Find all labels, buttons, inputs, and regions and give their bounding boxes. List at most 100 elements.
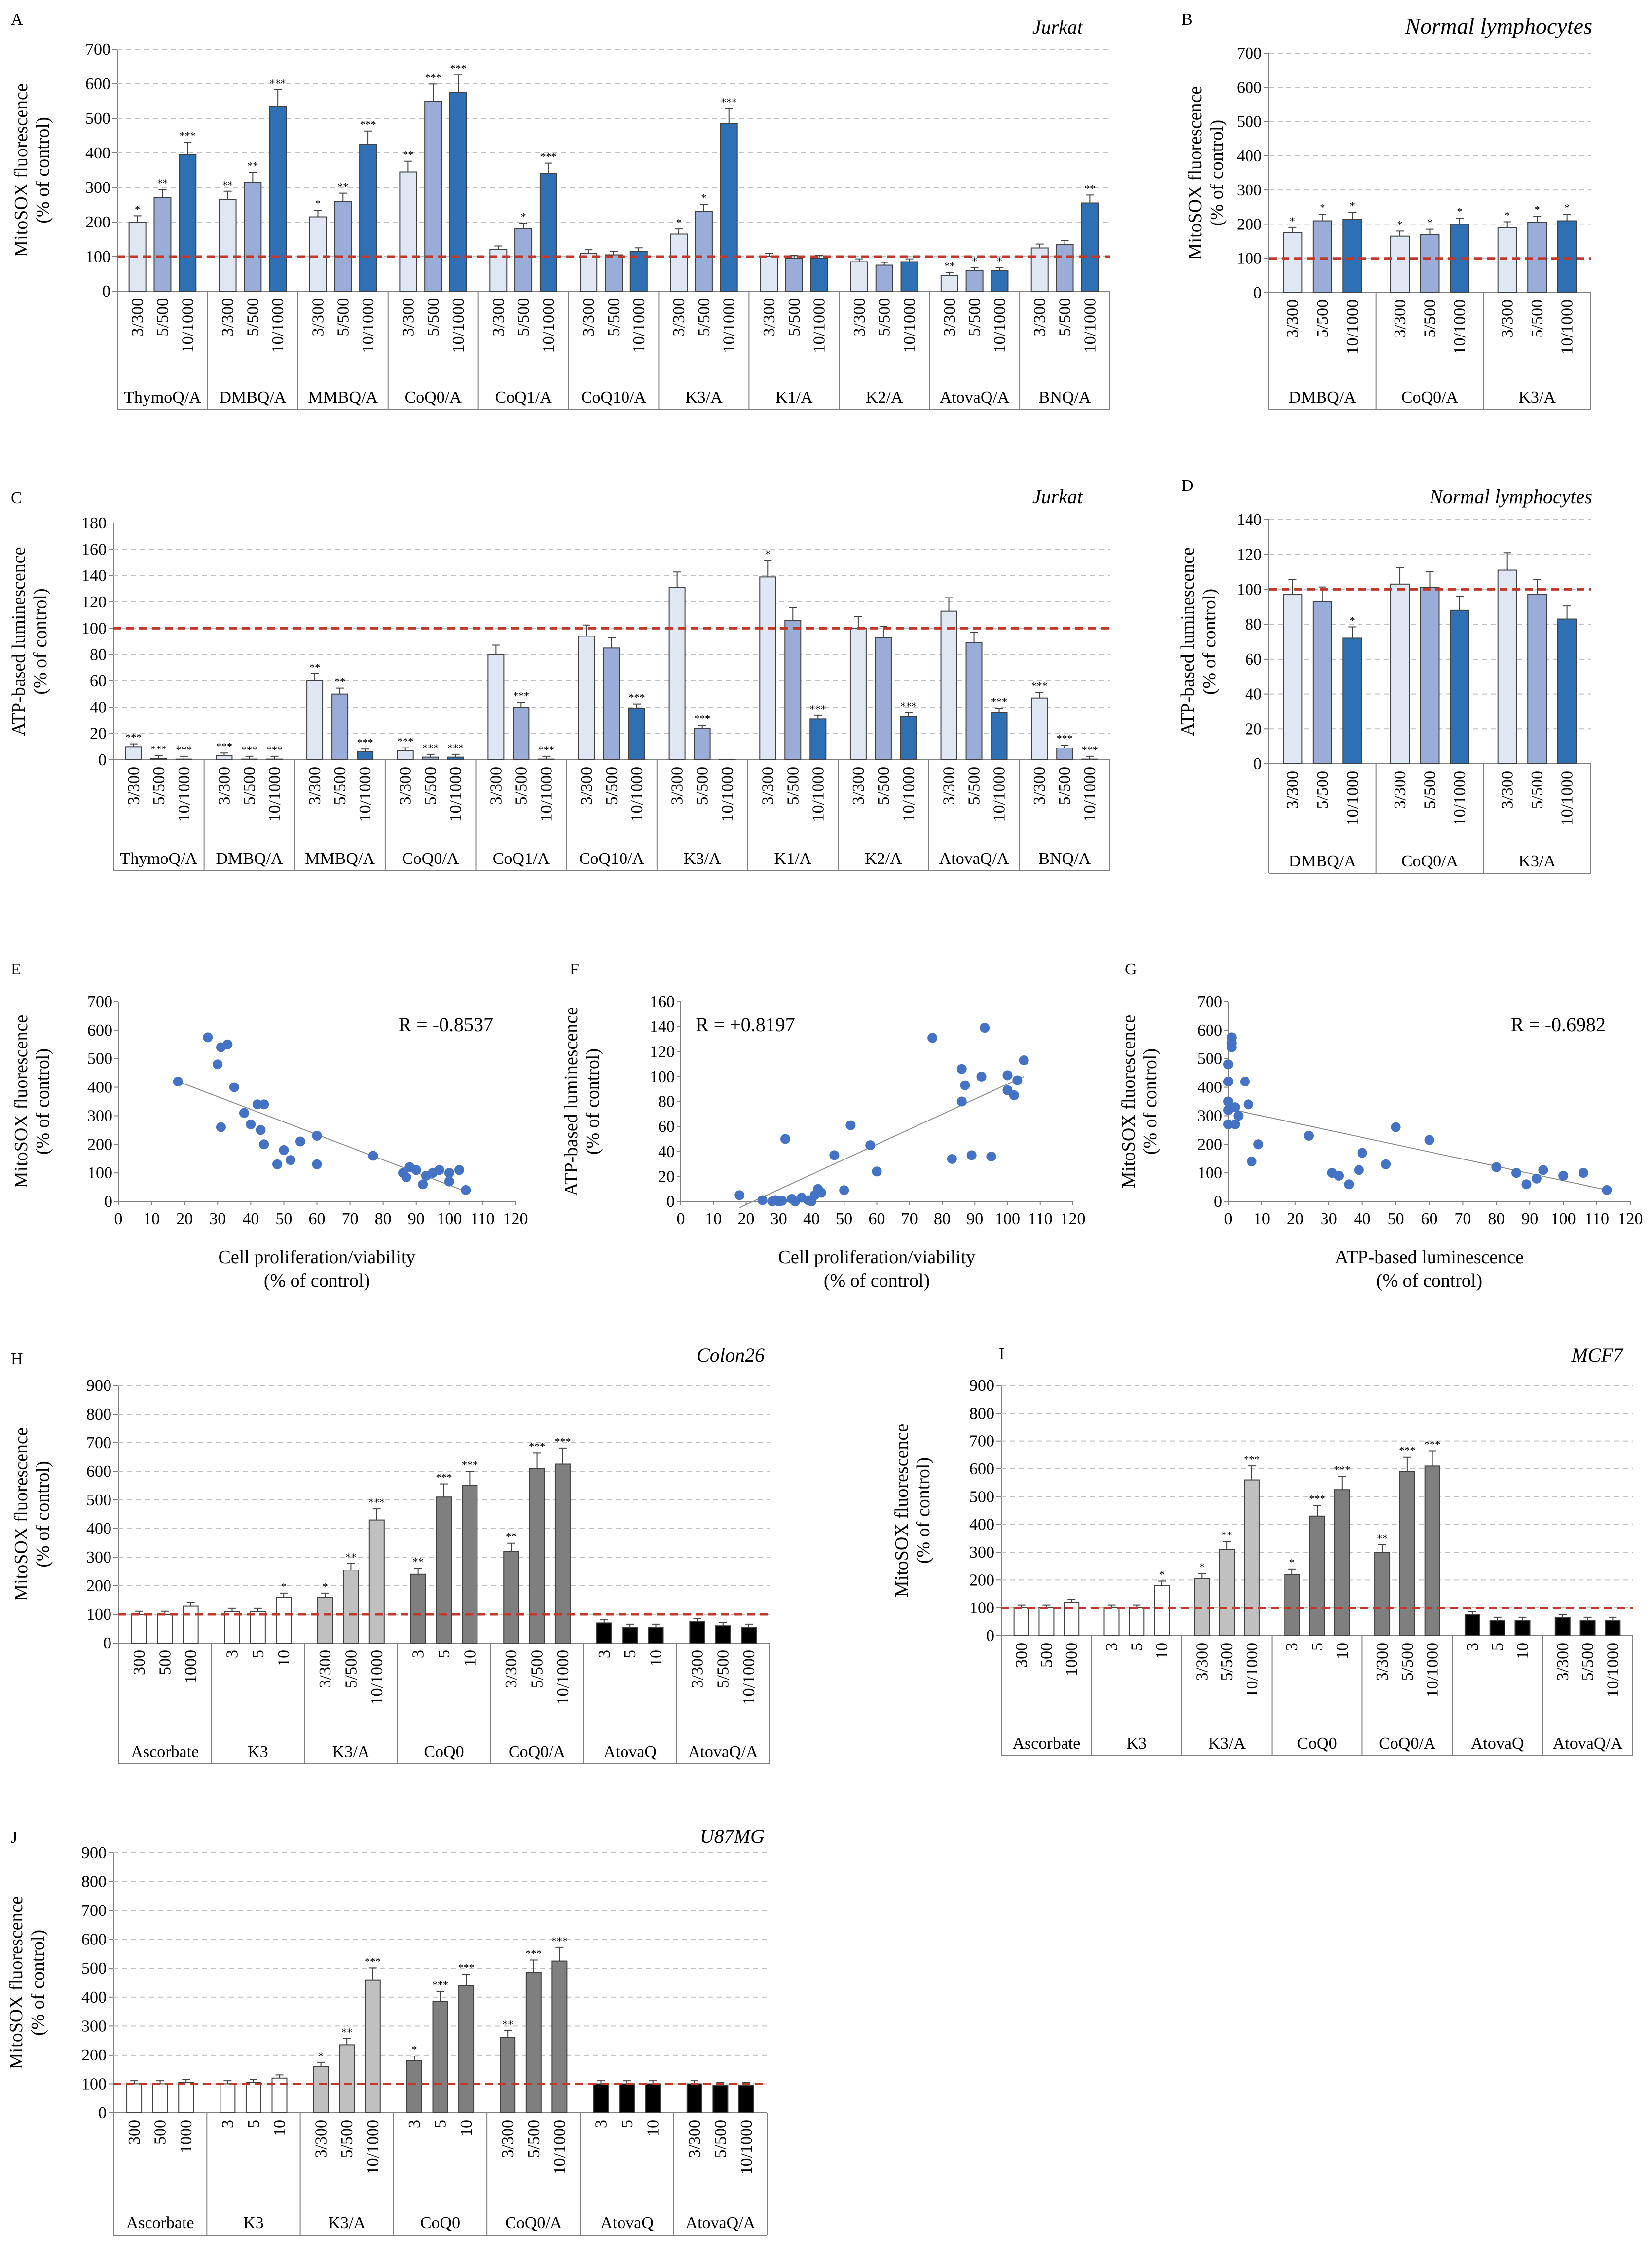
bar	[1056, 748, 1073, 760]
y-tick-label: 200	[1197, 1135, 1222, 1154]
scatter-point	[279, 1145, 289, 1155]
scatter-point	[947, 1154, 957, 1164]
x-tick-label: 10/1000	[537, 767, 555, 822]
group-label: CoQ0/A	[505, 2214, 562, 2232]
x-tick-label: 30	[209, 1210, 226, 1228]
y-tick-label: 20	[1245, 720, 1262, 738]
significance-label: **	[1377, 1532, 1388, 1544]
x-tick-label: 10/1000	[740, 1650, 758, 1705]
correlation-annotation: R = -0.6982	[1510, 1013, 1606, 1036]
y-tick-label: 300	[969, 1543, 994, 1562]
scatter-point	[986, 1151, 996, 1161]
correlation-annotation: R = +0.8197	[696, 1013, 795, 1036]
bar	[875, 264, 893, 292]
bar	[1283, 594, 1303, 765]
y-tick-label: 20	[90, 725, 107, 743]
panel-j-title: U87MG	[700, 1825, 765, 1847]
y-tick-label: 40	[90, 698, 107, 716]
bar	[1497, 227, 1517, 293]
x-tick-label: 50	[275, 1210, 292, 1228]
x-tick-label: 5/500	[965, 767, 984, 805]
bar	[1342, 219, 1362, 293]
y-tick-label: 500	[1237, 113, 1262, 131]
significance-label: ***	[422, 742, 439, 754]
group-label: Ascorbate	[126, 2214, 194, 2232]
x-tick-label: 10	[143, 1210, 160, 1228]
x-tick-label: 5/500	[422, 767, 440, 805]
x-tick-label: 1000	[177, 2120, 195, 2153]
scatter-point	[839, 1185, 849, 1196]
bar	[1312, 220, 1332, 293]
panel-letter-a: A	[11, 10, 23, 29]
significance-label: *	[676, 216, 682, 228]
y-tick-label: 600	[87, 1021, 112, 1040]
x-tick-label: 80	[375, 1210, 392, 1228]
scatter-point	[1521, 1179, 1532, 1190]
bar	[436, 1496, 452, 1644]
panel-c-title: Jurkat	[1032, 486, 1083, 508]
bar	[1390, 235, 1410, 293]
scatter-point	[865, 1140, 876, 1151]
bar	[619, 2083, 635, 2113]
group-label: K2/A	[865, 850, 902, 868]
x-tick-label: 3	[405, 2120, 424, 2128]
y-axis-label-unit: (% of control)	[913, 1458, 934, 1564]
x-axis-label-unit: (% of control)	[824, 1271, 930, 1291]
y-tick-label: 600	[85, 75, 110, 93]
scatter-point	[757, 1195, 768, 1205]
bar	[126, 2083, 143, 2113]
scatter-point	[816, 1188, 826, 1198]
x-tick-label: 3/300	[1193, 1643, 1211, 1681]
bar	[1557, 220, 1577, 293]
x-tick-label: 10/1000	[810, 298, 829, 353]
significance-label: **	[506, 1531, 516, 1543]
y-tick-label: 120	[1237, 546, 1262, 564]
bar	[1374, 1552, 1391, 1636]
bar	[1081, 758, 1099, 760]
y-tick-label: 0	[98, 2104, 107, 2122]
significance-label: **	[1084, 182, 1095, 194]
bar	[1449, 609, 1469, 765]
x-tick-label: 70	[901, 1210, 918, 1228]
bar	[603, 647, 620, 761]
scatter-point	[461, 1185, 471, 1195]
chart-e: 0 100 200 300 400 500 600 700 0 10 20 30 40 50 60 70 80 9…	[11, 993, 528, 1291]
y-tick-label: 80	[90, 646, 107, 664]
x-tick-label: 110	[470, 1210, 495, 1228]
chart-i: 0 100 200 300 400 500 600 700 800 900 MitoSOX fluo…	[891, 1377, 1633, 1756]
x-tick-label: 100	[1551, 1210, 1576, 1228]
significance-label: **	[309, 661, 320, 673]
y-tick-label: 100	[1197, 1164, 1222, 1182]
x-tick-label: 5/500	[603, 767, 621, 805]
x-tick-label: 10/1000	[630, 298, 648, 353]
x-tick-label: 10/1000	[359, 298, 377, 353]
x-tick-label: 10	[271, 2120, 289, 2136]
bar	[551, 1960, 568, 2113]
scatter-point	[272, 1159, 282, 1169]
y-tick-label: 600	[1197, 1021, 1222, 1040]
x-tick-label: 500	[151, 2120, 170, 2145]
x-tick-label: 70	[342, 1210, 359, 1228]
bar	[357, 751, 374, 760]
x-tick-label: 3/300	[306, 767, 324, 805]
bar	[458, 1985, 475, 2113]
significance-label: ***	[1031, 679, 1048, 692]
significance-label: *	[318, 2050, 324, 2062]
y-tick-label: 160	[81, 540, 107, 559]
chart-h: 0 100 200 300 400 500 600 700 800 900 MitoSOX fluo…	[11, 1377, 770, 1764]
x-tick-label: 90	[966, 1210, 983, 1228]
significance-label: *	[1397, 218, 1403, 230]
significance-label: ***	[458, 1961, 475, 1974]
bar	[900, 716, 917, 760]
x-tick-label: 5/500	[528, 1650, 547, 1688]
y-tick-label: 100	[81, 619, 107, 637]
significance-label: *	[521, 211, 526, 223]
bar	[1244, 1479, 1260, 1637]
group-label: CoQ0/A	[509, 1743, 566, 1761]
y-tick-label: 180	[81, 514, 107, 532]
panel-letter-g: G	[1125, 960, 1137, 978]
group-label: AtovaQ/A	[939, 850, 1009, 868]
y-axis-label-unit: (% of control)	[1140, 1048, 1161, 1155]
group-label: MMBQ/A	[305, 850, 375, 868]
